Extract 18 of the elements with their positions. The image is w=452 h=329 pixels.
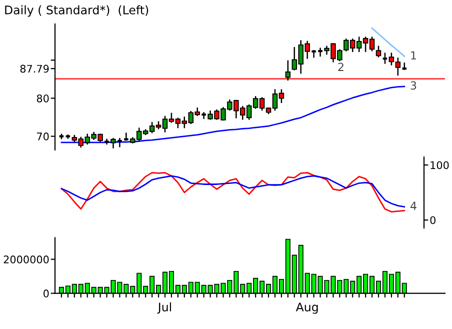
series-label: 4 [410,202,416,210]
chart-title: Daily ( Standard*) (Left) [5,5,148,17]
series-label: 3 [410,81,416,90]
y-tick-label: 87.79 [20,64,49,73]
annotation: 2 [338,62,344,71]
candlestick [285,60,291,81]
y-tick-label: 0 [44,290,49,298]
series-label: 1 [411,51,416,60]
line-series [371,27,406,58]
x-tick-label: Aug [296,302,318,314]
candlestick [376,46,382,58]
y-tick-label: 2000000 [4,256,49,264]
y-tick-label: 80 [36,94,49,102]
line-series [60,86,406,144]
y-tick-label: 100 [430,161,449,170]
x-tick-label: Jul [157,302,172,314]
y-tick-label: 0 [430,216,436,224]
y-tick-label: 70 [37,132,49,140]
